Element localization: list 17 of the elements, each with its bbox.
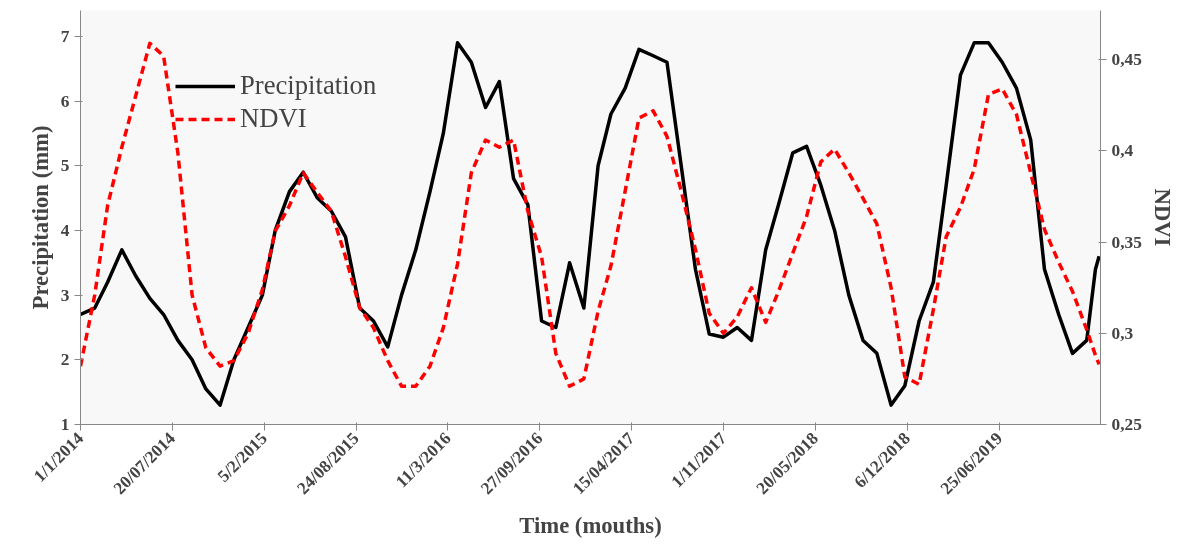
y-tick-label: 4 [60,220,70,240]
x-axis-title: Time (mouths) [519,512,662,538]
y-tick-label: 5 [60,156,70,176]
y2-tick-label: 0,45 [1111,50,1143,70]
y2-tick-label: 0,35 [1111,232,1143,252]
y2-tick-label: 0,3 [1111,323,1134,343]
y2-tick-label: 0,4 [1111,141,1134,161]
y-tick-label: 7 [60,26,70,46]
y2-axis-title: NDVI [1149,188,1175,247]
y-tick-label: 2 [60,350,70,370]
y-tick-label: 3 [60,285,70,305]
y-axis-title: Precipitation (mm) [27,125,53,310]
y-tick-label: 6 [60,91,70,111]
y-tick-label: 1 [60,415,70,434]
y2-tick-label: 0,25 [1111,415,1143,434]
legend-label: NDVI [240,103,307,134]
legend-label: Precipitation [240,70,377,101]
